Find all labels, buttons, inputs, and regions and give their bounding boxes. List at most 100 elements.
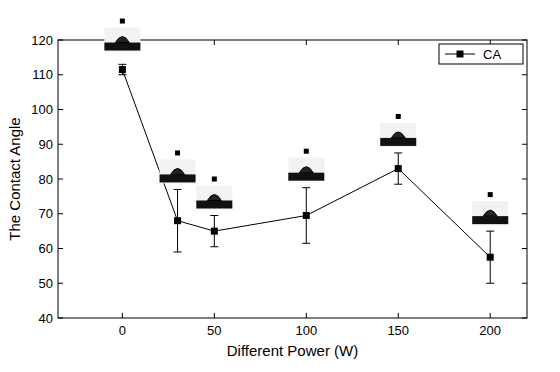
droplet-substrate	[160, 174, 196, 182]
x-tick-top	[306, 40, 307, 45]
y-tick	[58, 109, 63, 110]
y-tick-right	[522, 318, 527, 319]
droplet-bg	[104, 28, 140, 52]
droplet-marker	[304, 149, 309, 154]
error-cap	[118, 74, 126, 75]
droplet-bg	[160, 159, 196, 183]
error-cap	[486, 231, 494, 232]
error-bar	[302, 188, 310, 244]
droplet-substrate	[196, 200, 232, 208]
error-cap	[302, 187, 310, 188]
y-tick-label: 40	[39, 311, 53, 326]
y-tick-label: 50	[39, 276, 53, 291]
x-tick-top	[398, 40, 399, 45]
droplet-image	[472, 192, 508, 225]
x-tick	[306, 313, 307, 318]
droplet-marker	[488, 192, 493, 197]
y-tick	[58, 74, 63, 75]
y-tick-label: 70	[39, 206, 53, 221]
droplet-marker	[212, 176, 217, 181]
error-bar	[486, 231, 494, 283]
x-tick	[398, 313, 399, 318]
y-tick	[58, 213, 63, 214]
error-cap	[210, 215, 218, 216]
x-tick	[122, 313, 123, 318]
y-tick-label: 110	[32, 67, 53, 82]
y-tick-right	[522, 109, 527, 110]
point	[303, 212, 310, 219]
error-cap	[118, 64, 126, 65]
legend-marker	[457, 51, 464, 58]
error-bar	[210, 215, 218, 246]
droplet-bg	[472, 201, 508, 225]
point	[395, 165, 402, 172]
legend: CA	[439, 44, 523, 64]
y-tick	[58, 179, 63, 180]
y-tick	[58, 40, 63, 41]
droplet-image	[160, 150, 196, 183]
droplet-substrate	[104, 43, 140, 51]
x-tick-label: 100	[295, 323, 317, 338]
droplet	[483, 210, 497, 216]
droplet-marker	[120, 19, 125, 24]
error-bar	[394, 153, 402, 184]
legend-label: CA	[483, 47, 501, 62]
x-axis-label: Different Power (W)	[227, 342, 358, 359]
error-cap	[210, 246, 218, 247]
y-tick-right	[522, 179, 527, 180]
y-tick-right	[522, 213, 527, 214]
plot-area	[118, 64, 494, 283]
y-tick-right	[522, 144, 527, 145]
error-cap	[174, 251, 182, 252]
x-tick-label: 150	[387, 323, 409, 338]
x-tick-top	[214, 40, 215, 45]
y-tick-label: 60	[39, 241, 53, 256]
y-tick-right	[522, 40, 527, 41]
x-tick	[490, 313, 491, 318]
y-axis-label: The Contact Angle	[6, 117, 23, 240]
droplet-substrate	[472, 216, 508, 224]
x-tick-label: 50	[207, 323, 221, 338]
error-cap	[486, 283, 494, 284]
y-tick-label: 120	[31, 33, 53, 48]
error-cap	[174, 189, 182, 190]
point	[119, 66, 126, 73]
droplet	[171, 168, 185, 174]
point	[211, 228, 218, 235]
y-tick-label: 100	[31, 102, 53, 117]
point	[487, 254, 494, 261]
error-bar	[174, 189, 182, 252]
droplet-substrate	[380, 138, 416, 146]
droplet	[207, 194, 221, 200]
series-line	[122, 70, 490, 258]
y-tick	[58, 283, 63, 284]
y-tick	[58, 144, 63, 145]
error-cap	[302, 243, 310, 244]
droplet-image	[380, 114, 416, 147]
droplet-image	[288, 149, 324, 182]
y-tick	[58, 248, 63, 249]
x-tick-label: 0	[119, 323, 126, 338]
y-tick-right	[522, 283, 527, 284]
x-tick	[214, 313, 215, 318]
y-tick	[58, 318, 63, 319]
droplet-marker	[396, 114, 401, 119]
legend-box	[439, 44, 523, 64]
droplet-substrate	[288, 173, 324, 181]
y-tick-label: 90	[39, 137, 53, 152]
droplet-image	[196, 176, 232, 209]
y-tick-right	[522, 74, 527, 75]
droplet-bg	[196, 185, 232, 209]
error-cap	[394, 152, 402, 153]
droplet	[391, 132, 405, 138]
plot-frame	[58, 40, 527, 318]
droplet-bg	[288, 158, 324, 182]
chart: 405060708090100110120050100150200Differe…	[0, 0, 560, 372]
error-cap	[394, 184, 402, 185]
droplet-image	[104, 19, 140, 52]
error-bar	[118, 64, 126, 74]
droplet	[115, 37, 129, 43]
droplet	[299, 167, 313, 173]
x-tick-label: 200	[479, 323, 501, 338]
point	[174, 217, 181, 224]
